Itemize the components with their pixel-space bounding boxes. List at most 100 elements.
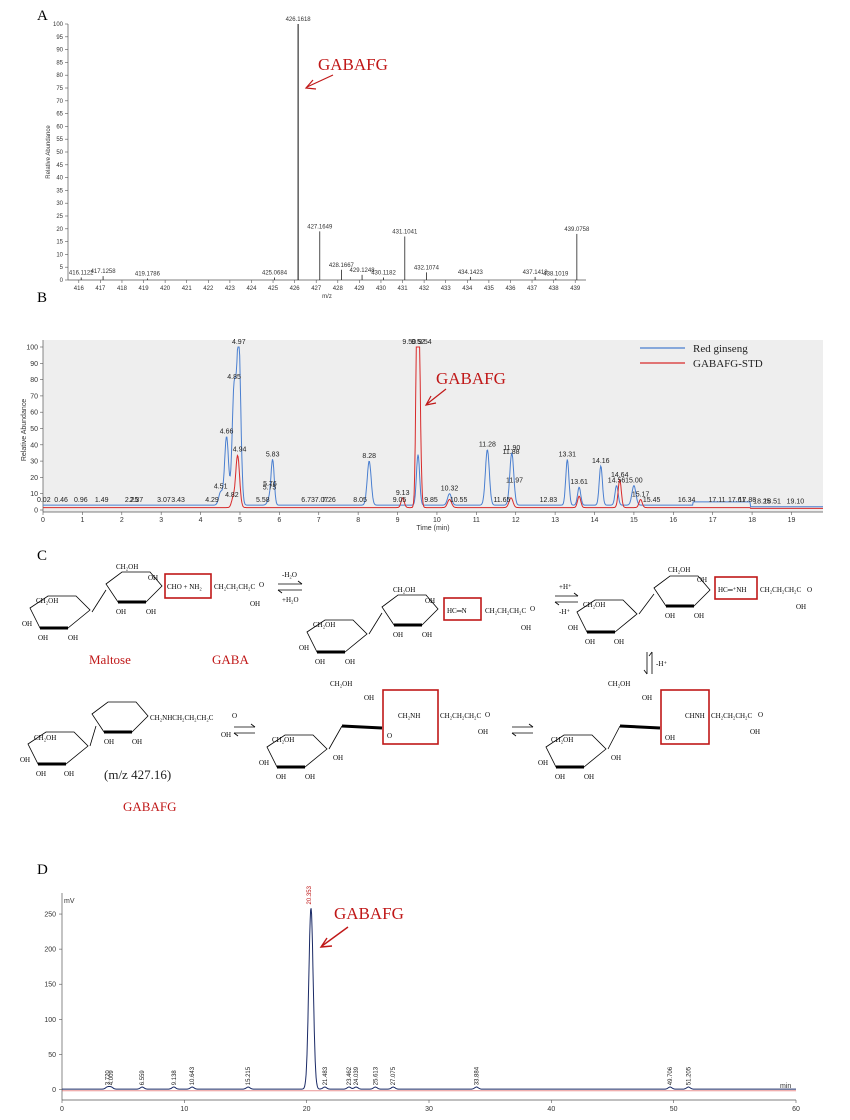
peak-label-a: 430.1182 <box>371 270 396 276</box>
y-tick-label-b: 30 <box>30 459 38 466</box>
iminium-label: HC═⁺NH <box>718 586 747 594</box>
peak-label-a: 431.1041 <box>392 229 418 235</box>
peak-label-b: 2.25 <box>125 497 139 504</box>
ch2oh-label-8: CH₂OH <box>330 680 352 688</box>
enol-amine-label: CHNH <box>685 712 705 720</box>
peak-label-a: 419.1786 <box>135 271 161 277</box>
peak-label-b: 7.26 <box>322 497 336 504</box>
x-tick-label-a: 421 <box>182 286 193 292</box>
y-tick-label-a: 40 <box>56 176 63 182</box>
oh-label-4: OH <box>68 634 78 642</box>
x-tick-label-b: 2 <box>120 517 124 524</box>
oh-label-28: OH <box>333 754 343 762</box>
series-line-red-ginseng <box>43 346 823 508</box>
o-label-5: O <box>485 711 490 719</box>
peak-label-d: 4.009 <box>109 1070 115 1086</box>
main-peak-label-d: 20.353 <box>307 885 313 904</box>
oh-label-acid-6: OH <box>750 728 760 736</box>
chain-label-amadori: CH₂NHCH₂CH₂CH₂C <box>150 714 214 722</box>
x-tick-label-a: 424 <box>246 286 257 292</box>
peak-label-b: 4.66 <box>220 428 234 435</box>
peak-label-a: 439.0758 <box>564 227 590 233</box>
hplc-trace <box>62 908 796 1090</box>
oh-label-25: OH <box>259 759 269 767</box>
x-tick-label-b: 11 <box>473 517 480 524</box>
peak-label-b: 14.64 <box>611 472 629 479</box>
oh-label-acid-3: OH <box>796 603 806 611</box>
peak-label-b: 11.90 <box>503 445 520 452</box>
ketoamine-structure <box>266 724 383 769</box>
x-tick-label-b: 8 <box>356 517 360 524</box>
ch2oh-label-6: CH₂OH <box>583 601 605 609</box>
x-tick-label-a: 423 <box>225 286 236 292</box>
y-tick-label-d: 50 <box>48 1052 56 1059</box>
peak-label-b: 18.51 <box>763 499 781 506</box>
peak-label-b: 8.28 <box>362 453 376 460</box>
y-tick-label-b: 40 <box>30 442 38 449</box>
oh-label-18: OH <box>694 612 704 620</box>
gabafg-annotation-b: GABAFG <box>436 369 506 388</box>
ch2oh-label-10: CH₂OH <box>608 680 630 688</box>
peak-label-b: 9.85 <box>424 497 438 504</box>
x-tick-label-a: 434 <box>462 286 473 292</box>
peak-label-d: 10.643 <box>190 1066 196 1085</box>
x-tick-label-b: 10 <box>433 517 441 524</box>
peak-label-b: 15.17 <box>632 491 650 498</box>
y-tick-label-a: 100 <box>53 22 64 28</box>
oh-label-3: OH <box>38 634 48 642</box>
peak-label-b: 3.07 <box>157 497 171 504</box>
x-axis-label-b: Time (min) <box>416 525 449 532</box>
peak-label-d: 33.884 <box>475 1066 481 1085</box>
oh-label-32: OH <box>584 773 594 781</box>
peak-label-a: 426.1618 <box>286 17 312 23</box>
oh-label-13: OH <box>697 576 707 584</box>
y-axis-label-d: mV <box>64 898 75 905</box>
peak-label-b: 4.94 <box>233 447 247 454</box>
oh-label-26: OH <box>276 773 286 781</box>
imine-box <box>443 597 482 621</box>
x-tick-label-b: 16 <box>669 517 677 524</box>
condition-minus-h: -H⁺ <box>559 608 570 616</box>
scheme-text: CH₂OH OH CHO + NH₂ CH₂CH₂CH₂C O OH CH₂OH… <box>20 563 812 814</box>
peak-label-a: 432.1074 <box>414 265 440 271</box>
x-tick-label-b: 19 <box>788 517 796 524</box>
aldehyde-box <box>164 573 212 599</box>
y-tick-label-d: 200 <box>44 947 56 954</box>
gabafg-structure <box>27 701 149 766</box>
panel-label-b: B <box>37 290 47 306</box>
y-tick-label-a: 70 <box>56 99 63 105</box>
oh-label-5: OH <box>116 608 126 616</box>
peak-label-d: 51.205 <box>686 1066 692 1085</box>
o-label-3: O <box>807 586 812 594</box>
peak-label-b: 0.02 <box>37 497 51 504</box>
peak-label-d: 23.462 <box>347 1066 353 1085</box>
oh-label-19: OH <box>20 756 30 764</box>
ch2oh-label-3: CH₂OH <box>393 586 415 594</box>
chain-label-4: CH₂CH₂CH₂C <box>440 712 481 720</box>
peak-label-b: 2.37 <box>130 497 144 504</box>
imine-structure <box>306 594 439 654</box>
equilibrium-arrow-2 <box>554 592 579 606</box>
oh-label-14: OH <box>568 624 578 632</box>
chain-label-1: CH₂CH₂CH₂C <box>214 583 255 591</box>
peak-label-b: 4.97 <box>232 339 246 346</box>
condition-plus-h: +H⁺ <box>559 583 572 591</box>
peak-label-a: 437.1418 <box>523 270 549 276</box>
x-tick-label-a: 431 <box>398 286 409 292</box>
peak-label-d: 21.483 <box>323 1066 329 1085</box>
y-tick-label-a: 10 <box>56 252 63 258</box>
gabafg-annotation-d: GABAFG <box>334 904 404 923</box>
y-tick-label-a: 35 <box>56 188 63 194</box>
peak-label-b: 17.11 <box>709 497 726 504</box>
peak-label-d: 9.138 <box>172 1070 178 1086</box>
peak-label-b: 11.97 <box>506 478 523 485</box>
y-tick-label-a: 65 <box>56 112 63 118</box>
x-tick-label-b: 0 <box>41 517 45 524</box>
oh-label-20: OH <box>36 770 46 778</box>
oh-label-16: OH <box>614 638 624 646</box>
peak-label-b: 10.32 <box>441 486 459 493</box>
peak-label-d: 3.720 <box>106 1070 112 1086</box>
equilibrium-arrow-3 <box>643 651 653 675</box>
peak-label-b: 4.85 <box>227 374 241 381</box>
chain-label-2: CH₂CH₂CH₂C <box>485 607 526 615</box>
